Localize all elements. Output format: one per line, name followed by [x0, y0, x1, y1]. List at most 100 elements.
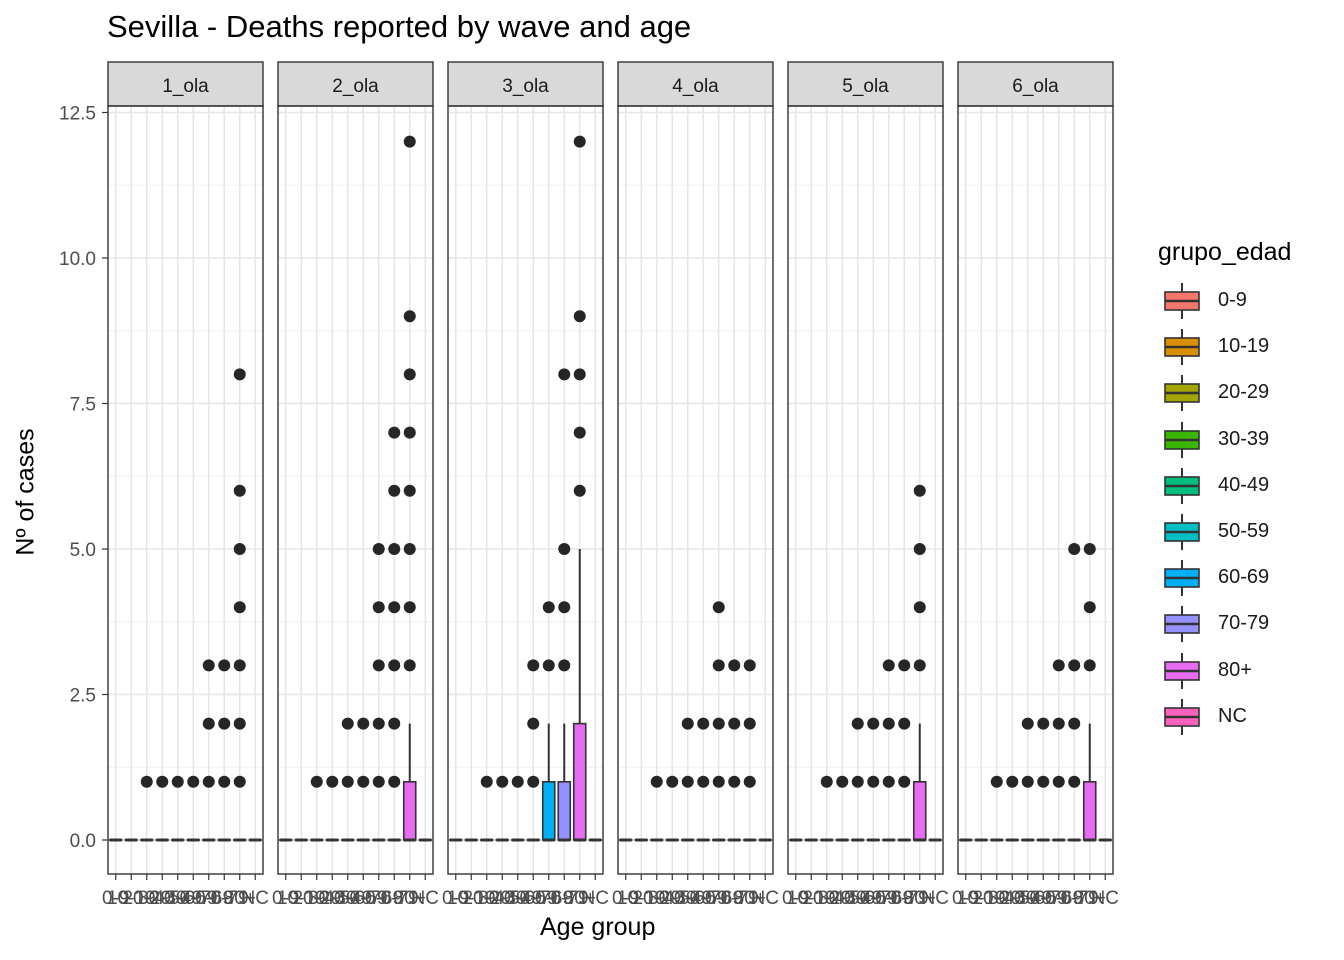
outlier-point [218, 775, 231, 788]
x-tick-label: 50-59 [169, 888, 218, 909]
x-tick-label: 40-49 [833, 888, 882, 909]
outlier-point [913, 601, 926, 614]
outlier-point [867, 775, 880, 788]
outlier-point [743, 717, 756, 730]
outlier-point [573, 135, 586, 148]
legend-label: 60-69 [1218, 566, 1270, 589]
outlier-point [480, 775, 493, 788]
x-tick-label: 50-59 [1019, 888, 1068, 909]
x-tick-label: 0-9 [272, 888, 299, 909]
outlier-point [233, 601, 246, 614]
outlier-point [542, 659, 555, 672]
facet-panel: 5_ola 0-910-1920-2930-3940-4950-5960-6970… [782, 61, 949, 909]
facet-strip [107, 61, 264, 107]
outlier-point [187, 775, 200, 788]
outlier-point [650, 775, 663, 788]
outlier-point [542, 601, 555, 614]
x-tick-label: 0-9 [782, 888, 809, 909]
outlier-point [882, 717, 895, 730]
x-tick-label: 70-79 [1050, 888, 1099, 909]
outlier-point [403, 543, 416, 555]
outlier-point [388, 543, 401, 555]
outlier-point [233, 659, 246, 672]
outlier-point [712, 717, 725, 730]
x-tick-label: 20-29 [292, 888, 341, 909]
outlier-point [666, 775, 679, 788]
outlier-point [558, 601, 571, 614]
legend-item: 80+ [1150, 652, 1291, 699]
outlier-point [140, 775, 153, 788]
x-tick-label: 40-49 [323, 888, 372, 909]
outlier-point [1083, 601, 1096, 614]
outlier-point [820, 775, 833, 788]
outlier-point [697, 717, 710, 730]
panel-border [787, 105, 944, 875]
outlier-point [913, 659, 926, 672]
y-tick-label: 0.0 [70, 831, 96, 852]
x-tick-label: 60-69 [694, 888, 743, 909]
outlier-point [218, 659, 231, 672]
outlier-point [1021, 717, 1034, 730]
legend-label: 50-59 [1218, 519, 1270, 542]
outlier-point [898, 659, 911, 672]
legend-key [1164, 698, 1200, 735]
outlier-point [388, 717, 401, 730]
x-tick-label: 70-79 [540, 888, 589, 909]
legend-item: 50-59 [1150, 513, 1291, 560]
outlier-point [357, 717, 370, 730]
outlier-point [403, 601, 416, 614]
x-tick-label: 40-49 [663, 888, 712, 909]
legend-item: 0-9 [1150, 283, 1291, 329]
outlier-point [558, 659, 571, 672]
outlier-point [403, 368, 416, 381]
legend-key [1164, 467, 1200, 504]
facet-strip [447, 61, 604, 107]
outlier-point [1068, 775, 1081, 788]
outlier-point [171, 775, 184, 788]
legend-key [1164, 652, 1200, 689]
legend-label: NC [1218, 704, 1247, 727]
facet-strip-label: 3_ola [502, 76, 549, 97]
facet-strip-label: 6_ola [1012, 76, 1059, 97]
x-tick-label: 40-49 [1003, 888, 1052, 909]
outlier-point [712, 601, 725, 614]
outlier-point [1052, 717, 1065, 730]
outlier-point [573, 426, 586, 439]
outlier-point [1052, 659, 1065, 672]
legend-title: grupo_edad [1158, 238, 1292, 266]
legend-item: 30-39 [1150, 421, 1291, 468]
box [572, 722, 587, 841]
box [541, 780, 556, 841]
x-tick-label: 60-69 [184, 888, 233, 909]
box [557, 780, 572, 841]
x-tick-label: 10-19 [277, 888, 326, 909]
legend-key [1164, 329, 1200, 366]
outlier-point [233, 368, 246, 381]
outlier-point [728, 659, 741, 672]
legend-key [1164, 421, 1200, 458]
outlier-point [681, 717, 694, 730]
x-tick-label: 60-69 [1034, 888, 1083, 909]
outlier-point [388, 601, 401, 614]
x-tick-label: NC [242, 888, 269, 909]
x-tick-label: 10-19 [787, 888, 836, 909]
x-tick-label: NC [582, 888, 609, 909]
outlier-point [202, 659, 215, 672]
x-tick-label: 20-29 [802, 888, 851, 909]
outlier-point [990, 775, 1003, 788]
outlier-point [1068, 717, 1081, 730]
outlier-point [527, 717, 540, 730]
outlier-point [388, 426, 401, 439]
x-tick-label: 80+ [904, 888, 936, 909]
legend-label: 10-19 [1218, 335, 1270, 358]
legend: grupo_edad 0-9 10-19 20-29 30-39 40-49 50-59 6… [1150, 238, 1291, 745]
outlier-point [1083, 543, 1096, 555]
outlier-point [202, 717, 215, 730]
x-tick-label: 80+ [394, 888, 426, 909]
outlier-point [681, 775, 694, 788]
x-tick-label: 0-9 [952, 888, 979, 909]
box [1082, 780, 1097, 841]
outlier-point [156, 775, 169, 788]
outlier-point [712, 659, 725, 672]
outlier-point [1021, 775, 1034, 788]
